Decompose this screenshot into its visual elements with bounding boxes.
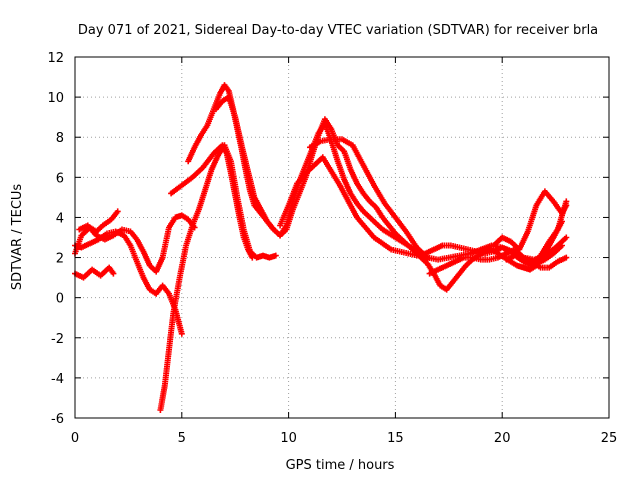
data-point-markers xyxy=(168,142,256,261)
plot-frame xyxy=(74,56,610,419)
y-tick-label: 6 xyxy=(56,171,64,186)
y-tick-label: 2 xyxy=(56,252,64,267)
y-tick-label: 8 xyxy=(56,131,64,146)
data-series-track-13 xyxy=(503,198,570,269)
x-tick-label: 15 xyxy=(387,431,404,446)
data-point-markers xyxy=(490,188,570,253)
data-series-track-1 xyxy=(72,264,117,281)
x-tick-label: 5 xyxy=(178,431,186,446)
chart-title: Day 071 of 2021, Sidereal Day-to-day VTE… xyxy=(78,23,598,38)
data-point-markers xyxy=(72,264,117,281)
grid xyxy=(75,57,609,418)
y-tick-label: -6 xyxy=(51,412,64,427)
y-axis: -6 -4 -2 0 2 4 6 8 10 12 xyxy=(47,51,64,427)
y-tick-label: 12 xyxy=(47,51,64,66)
data-point-markers xyxy=(213,94,565,293)
data-series-track-5 xyxy=(157,142,279,413)
data-series-track-12 xyxy=(490,188,570,253)
data-series-track-6 xyxy=(168,142,256,261)
plot-area xyxy=(72,82,570,413)
y-tick-label: -4 xyxy=(51,372,64,387)
data-point-markers xyxy=(76,212,198,275)
y-tick-label: 4 xyxy=(56,211,64,226)
x-tick-label: 0 xyxy=(71,431,79,446)
data-series-track-4 xyxy=(76,212,198,275)
x-tick-label: 20 xyxy=(494,431,511,446)
y-axis-label: SDTVAR / TECUs xyxy=(10,184,25,291)
x-axis-label: GPS time / hours xyxy=(286,458,395,473)
x-tick-label: 25 xyxy=(601,431,618,446)
x-axis: 0 5 10 15 20 25 xyxy=(71,431,617,446)
axis-ticks xyxy=(74,56,610,419)
data-series-track-8 xyxy=(213,94,565,293)
y-tick-label: 10 xyxy=(47,91,64,106)
data-point-markers xyxy=(157,142,279,413)
y-tick-label: -2 xyxy=(51,332,64,347)
y-tick-label: 0 xyxy=(56,292,64,307)
x-tick-label: 10 xyxy=(280,431,297,446)
data-point-markers xyxy=(503,198,570,269)
